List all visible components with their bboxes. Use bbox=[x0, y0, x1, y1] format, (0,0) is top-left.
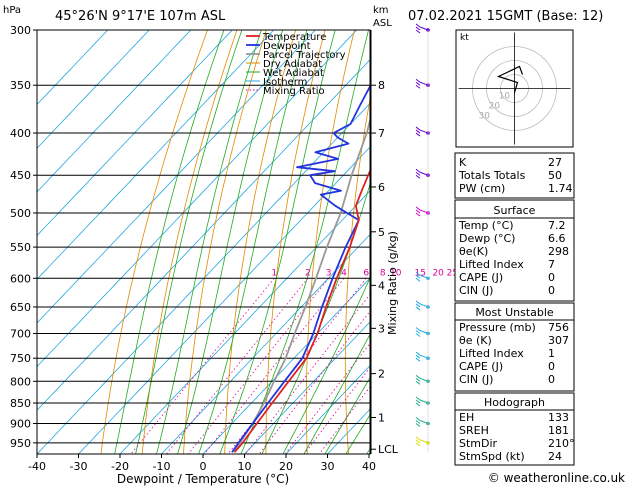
hodograph-title: Hodograph bbox=[484, 396, 545, 409]
x-tick-label: 30 bbox=[321, 460, 335, 473]
mixing-ratio-label: 2 bbox=[305, 268, 311, 278]
legend-entry: Mixing Ratio bbox=[263, 86, 325, 97]
mixing-ratio-label: 4 bbox=[341, 268, 347, 278]
info-value: 133 bbox=[548, 411, 569, 424]
pressure-tick-label: 550 bbox=[10, 241, 31, 254]
km-label: km bbox=[373, 5, 389, 16]
info-value: 0 bbox=[548, 373, 555, 386]
pressure-tick-label: 600 bbox=[10, 272, 31, 285]
info-label: PW (cm) bbox=[459, 182, 505, 195]
pressure-tick-label: 900 bbox=[10, 417, 31, 430]
info-label: θe(K) bbox=[459, 245, 488, 258]
mixing-ratio-label: 1 bbox=[271, 268, 277, 278]
info-label: CAPE (J) bbox=[459, 360, 503, 373]
km-tick-label: LCL bbox=[378, 443, 399, 456]
mixing-ratio-label: 8 bbox=[380, 268, 386, 278]
mixing-ratio-label: 6 bbox=[363, 268, 369, 278]
info-value: 181 bbox=[548, 424, 569, 437]
info-label: CAPE (J) bbox=[459, 271, 503, 284]
info-value: 0 bbox=[548, 271, 555, 284]
info-value: 756 bbox=[548, 321, 569, 334]
info-label: Temp (°C) bbox=[458, 219, 514, 232]
km-tick-label: 2 bbox=[378, 368, 385, 381]
dry-adiabat-line bbox=[588, 30, 629, 461]
x-tick-label: 40 bbox=[362, 460, 376, 473]
km-tick-label: 6 bbox=[378, 181, 385, 194]
x-tick-label: -30 bbox=[70, 460, 88, 473]
hodograph-ring-label: 10 bbox=[499, 92, 511, 102]
info-value: 298 bbox=[548, 245, 569, 258]
pressure-tick-label: 450 bbox=[10, 169, 31, 182]
info-label: StmDir bbox=[459, 437, 498, 450]
datetime-title: 07.02.2021 15GMT (Base: 12) bbox=[408, 9, 603, 24]
info-value: 50 bbox=[548, 169, 562, 182]
mixing-ratio-label: 3 bbox=[326, 268, 332, 278]
info-value: 7.2 bbox=[548, 219, 566, 232]
hpa-label: hPa bbox=[3, 5, 21, 16]
hodograph-kt-label: kt bbox=[460, 33, 469, 43]
info-value: 27 bbox=[548, 156, 562, 169]
km-tick-label: 5 bbox=[378, 226, 385, 239]
pressure-tick-label: 500 bbox=[10, 207, 31, 220]
info-value: 210° bbox=[548, 437, 575, 450]
dry-adiabat-line bbox=[619, 30, 629, 461]
info-value: 0 bbox=[548, 284, 555, 297]
info-label: K bbox=[459, 156, 467, 169]
info-value: 0 bbox=[548, 360, 555, 373]
info-label: θe (K) bbox=[459, 334, 492, 347]
pressure-tick-label: 800 bbox=[10, 375, 31, 388]
info-label: Lifted Index bbox=[459, 347, 524, 360]
info-label: StmSpd (kt) bbox=[459, 450, 525, 463]
info-value: 6.6 bbox=[548, 232, 566, 245]
km-tick-label: 4 bbox=[378, 279, 385, 292]
pressure-tick-label: 400 bbox=[10, 127, 31, 140]
km-tick-label: 3 bbox=[378, 322, 385, 335]
x-axis-label: Dewpoint / Temperature (°C) bbox=[117, 472, 289, 486]
info-value: 307 bbox=[548, 334, 569, 347]
km-tick-label: 1 bbox=[378, 411, 385, 424]
mixing-ratio-axis-label: Mixing Ratio (g/kg) bbox=[386, 231, 399, 335]
info-value: 1 bbox=[548, 347, 555, 360]
info-label: Lifted Index bbox=[459, 258, 524, 271]
x-tick-label: -40 bbox=[28, 460, 46, 473]
pressure-tick-label: 700 bbox=[10, 327, 31, 340]
info-label: Pressure (mb) bbox=[459, 321, 536, 334]
info-label: Totals Totals bbox=[458, 169, 526, 182]
info-label: SREH bbox=[459, 424, 489, 437]
info-label: Dewp (°C) bbox=[459, 232, 515, 245]
pressure-tick-label: 850 bbox=[10, 397, 31, 410]
most-unstable-title: Most Unstable bbox=[475, 306, 554, 319]
pressure-tick-label: 650 bbox=[10, 301, 31, 314]
pressure-tick-label: 950 bbox=[10, 437, 31, 450]
dry-adiabat-line bbox=[420, 30, 443, 461]
info-value: 1.74 bbox=[548, 182, 573, 195]
wind-barbs bbox=[416, 24, 430, 452]
pressure-tick-label: 300 bbox=[10, 24, 31, 37]
hodograph-ring-label: 20 bbox=[489, 102, 501, 112]
info-label: CIN (J) bbox=[459, 284, 493, 297]
info-value: 7 bbox=[548, 258, 555, 271]
km-tick-label: 8 bbox=[378, 79, 385, 92]
info-value: 24 bbox=[548, 450, 562, 463]
km-tick-label: 7 bbox=[378, 127, 385, 140]
mixing-ratio-label: 20 bbox=[432, 268, 444, 278]
credit-text: © weatheronline.co.uk bbox=[488, 471, 625, 485]
info-panel: K 27 Totals Totals 50 PW (cm) 1.74 Surface Temp… bbox=[455, 153, 575, 465]
info-label: CIN (J) bbox=[459, 373, 493, 386]
pressure-tick-label: 750 bbox=[10, 352, 31, 365]
location-title: 45°26'N 9°17'E 107m ASL bbox=[55, 9, 226, 24]
hodograph-ring-label: 30 bbox=[479, 112, 491, 122]
info-label: EH bbox=[459, 411, 474, 424]
surface-title: Surface bbox=[494, 204, 536, 217]
pressure-tick-label: 350 bbox=[10, 79, 31, 92]
asl-label: ASL bbox=[373, 18, 392, 29]
